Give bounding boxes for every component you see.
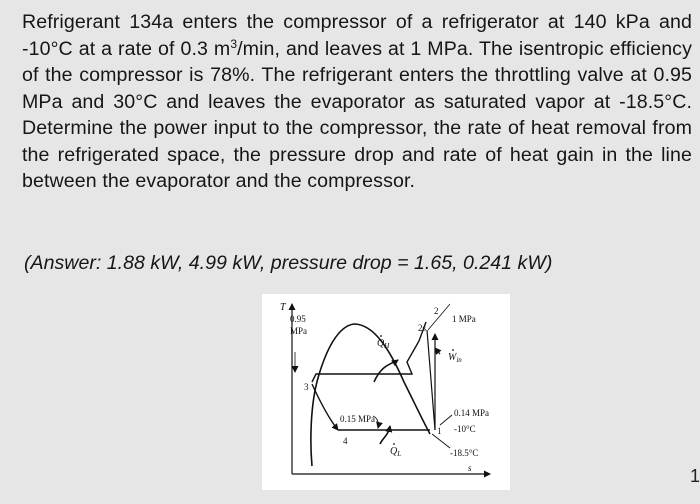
win-arrow: [434, 347, 442, 355]
cubic-superscript: 3: [230, 36, 238, 51]
answer-line: (Answer: 1.88 kW, 4.99 kW, pressure drop…: [24, 252, 553, 274]
label-015mpa: 0.15 MPa: [340, 414, 375, 424]
condenser-process-line: [311, 321, 427, 383]
pointer-014: [439, 414, 453, 426]
label-minus10c: -10°C: [454, 424, 476, 434]
qh-label: QH: [377, 338, 390, 350]
pressure-015-pointer: [372, 415, 383, 429]
label-014mpa: 0.14 MPa: [454, 408, 489, 418]
isentropic-line: [426, 329, 436, 431]
ql-arrow: [379, 425, 393, 445]
state-4-label: 4: [343, 436, 348, 446]
ts-diagram-svg: T s 0.95 MPa 1 MPa 0.15 MPa 0.14: [280, 302, 491, 478]
s-axis-label: s: [468, 463, 472, 473]
saturation-dome: [310, 323, 431, 467]
edge-mark: 1: [689, 466, 700, 486]
state-2s-label: 2s: [418, 323, 427, 333]
problem-text-part2: /min, and leaves at 1 MPa. The isentropi…: [22, 37, 692, 193]
isobar-1mpa: [427, 303, 451, 331]
throttling-line: [311, 383, 339, 431]
superheat-pointer: [431, 433, 451, 449]
ql-label: QL: [390, 446, 401, 458]
win-label: Win: [448, 352, 462, 364]
state-1-label: 1: [437, 426, 442, 436]
qh-arrow: [373, 359, 399, 383]
state-2-label: 2: [434, 306, 439, 316]
problem-statement: Refrigerant 134a enters the compressor o…: [22, 9, 692, 195]
qh-dot: [380, 335, 382, 337]
label-095-line1: 0.95: [290, 314, 306, 324]
problem-text-part1: Refrigerant 134a enters the compressor o…: [22, 11, 692, 60]
win-dot: [452, 349, 454, 351]
label-minus185c: -18.5°C: [450, 448, 478, 458]
ts-diagram: T s 0.95 MPa 1 MPa 0.15 MPa 0.14: [262, 294, 510, 490]
t-axis-label: T: [280, 302, 287, 313]
state-3-label: 3: [304, 382, 309, 392]
ql-dot: [393, 443, 395, 445]
label-095-line2: MPa: [290, 326, 307, 336]
label-1mpa: 1 MPa: [452, 314, 476, 324]
